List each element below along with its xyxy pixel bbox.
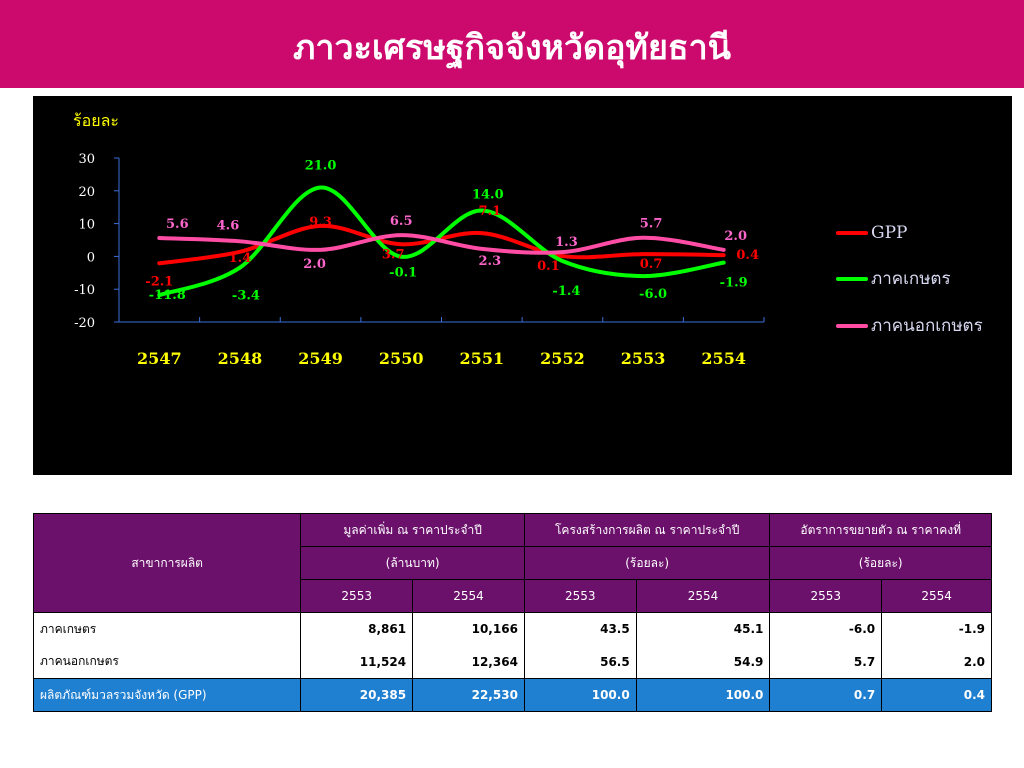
chart-panel: ร้อยละ 30 20 10 0 -10 -20 2547 2548 2549 2550 2551 2… bbox=[33, 96, 1012, 475]
series-line-2 bbox=[157, 233, 726, 255]
data-label: 6.5 bbox=[390, 214, 413, 229]
data-label: -3.4 bbox=[232, 289, 260, 304]
table-cell: 56.5 bbox=[523, 645, 637, 679]
data-label: 21.0 bbox=[305, 159, 337, 174]
year-header: 2553 bbox=[523, 579, 637, 613]
x-tick-label: 2547 bbox=[137, 349, 182, 368]
data-label: 14.0 bbox=[472, 187, 504, 202]
data-label: -1.4 bbox=[552, 284, 580, 299]
line-chart: ร้อยละ 30 20 10 0 -10 -20 2547 2548 2549 2550 2551 2… bbox=[73, 111, 983, 368]
table-cell: 45.1 bbox=[635, 612, 771, 646]
table-cell: 12,364 bbox=[412, 645, 525, 679]
sector-column-header: สาขาการผลิต bbox=[32, 513, 302, 613]
data-label: 9.3 bbox=[309, 215, 332, 230]
year-header: 2553 bbox=[769, 579, 883, 613]
table-cell: 54.9 bbox=[635, 645, 771, 679]
x-tick-label: 2549 bbox=[298, 349, 343, 368]
y-tick-label: 10 bbox=[78, 218, 95, 233]
data-label: 2.3 bbox=[479, 254, 502, 269]
row-label: ภาคเกษตร bbox=[32, 612, 302, 646]
data-label: 0.1 bbox=[537, 259, 560, 274]
data-label: 3.7 bbox=[382, 247, 405, 262]
y-tick-label: -20 bbox=[74, 316, 95, 331]
x-tick-label: 2551 bbox=[460, 349, 505, 368]
data-label: -6.0 bbox=[639, 287, 667, 302]
data-label: 2.0 bbox=[303, 257, 326, 272]
table-cell: 43.5 bbox=[523, 612, 637, 646]
group-unit-structure: (ร้อยละ) bbox=[523, 546, 771, 580]
legend-label: GPP bbox=[871, 223, 907, 243]
x-tick-label: 2552 bbox=[540, 349, 585, 368]
table-cell: 11,524 bbox=[300, 645, 414, 679]
data-label: -1.9 bbox=[720, 276, 748, 291]
year-header: 2553 bbox=[300, 579, 414, 613]
y-tick-label: 0 bbox=[87, 250, 95, 265]
data-label: 7.1 bbox=[479, 204, 502, 219]
data-label: -11.8 bbox=[149, 288, 186, 303]
table-cell: 5.7 bbox=[769, 645, 883, 679]
data-label: 0.7 bbox=[640, 257, 663, 272]
page-title: ภาวะเศรษฐกิจจังหวัดอุทัยธานี bbox=[293, 28, 731, 68]
table-cell: 0.7 bbox=[769, 678, 883, 712]
production-table: สาขาการผลิต มูลค่าเพิ่ม ณ ราคาประจำปี โค… bbox=[32, 513, 992, 712]
row-label: ภาคนอกเกษตร bbox=[32, 645, 302, 679]
data-label: 2.0 bbox=[724, 229, 747, 244]
table-cell: -1.9 bbox=[881, 612, 992, 646]
data-label: -0.1 bbox=[389, 266, 417, 281]
table-cell: -6.0 bbox=[769, 612, 883, 646]
table-row-gpp: ผลิตภัณฑ์มวลรวมจังหวัด (GPP) 20,385 22,5… bbox=[32, 678, 992, 712]
row-label: ผลิตภัณฑ์มวลรวมจังหวัด (GPP) bbox=[32, 678, 302, 712]
legend-label: ภาคนอกเกษตร bbox=[871, 316, 983, 336]
y-tick-label: 30 bbox=[78, 152, 95, 167]
data-label: 5.7 bbox=[640, 217, 663, 232]
x-tick-label: 2548 bbox=[218, 349, 263, 368]
group-unit-value-added: (ล้านบาท) bbox=[300, 546, 525, 580]
table-cell: 20,385 bbox=[300, 678, 414, 712]
x-tick-label: 2554 bbox=[701, 349, 746, 368]
series-line-1 bbox=[157, 185, 726, 298]
table-row: ภาคเกษตร 8,861 10,166 43.5 45.1 -6.0 -1.… bbox=[32, 612, 992, 646]
group-header-value-added: มูลค่าเพิ่ม ณ ราคาประจำปี bbox=[300, 513, 525, 547]
data-label: 1.3 bbox=[555, 235, 578, 250]
group-header-structure: โครงสร้างการผลิต ณ ราคาประจำปี bbox=[523, 513, 771, 547]
y-axis-label: ร้อยละ bbox=[73, 111, 119, 130]
data-label: 0.4 bbox=[736, 248, 759, 263]
x-tick-label: 2550 bbox=[379, 349, 424, 368]
title-bar: ภาวะเศรษฐกิจจังหวัดอุทัยธานี bbox=[0, 0, 1024, 88]
year-header: 2554 bbox=[635, 579, 771, 613]
table-row: ภาคนอกเกษตร 11,524 12,364 56.5 54.9 5.7 … bbox=[32, 645, 992, 679]
y-tick-label: 20 bbox=[78, 185, 95, 200]
table-cell: 100.0 bbox=[523, 678, 637, 712]
data-label: -2.1 bbox=[145, 274, 173, 289]
data-label: 4.6 bbox=[217, 218, 240, 233]
table-cell: 0.4 bbox=[881, 678, 992, 712]
table-cell: 10,166 bbox=[412, 612, 525, 646]
legend-label: ภาคเกษตร bbox=[871, 269, 951, 289]
year-header: 2554 bbox=[881, 579, 992, 613]
table-cell: 2.0 bbox=[881, 645, 992, 679]
data-label: 1.4 bbox=[229, 251, 252, 266]
group-header-growth: อัตราการขยายตัว ณ ราคาคงที่ bbox=[769, 513, 992, 547]
data-label: 5.6 bbox=[166, 217, 189, 232]
table-cell: 8,861 bbox=[300, 612, 414, 646]
table-cell: 22,530 bbox=[412, 678, 525, 712]
year-header: 2554 bbox=[412, 579, 525, 613]
group-unit-growth: (ร้อยละ) bbox=[769, 546, 992, 580]
table-cell: 100.0 bbox=[635, 678, 771, 712]
y-tick-label: -10 bbox=[74, 283, 95, 298]
x-tick-label: 2553 bbox=[621, 349, 666, 368]
